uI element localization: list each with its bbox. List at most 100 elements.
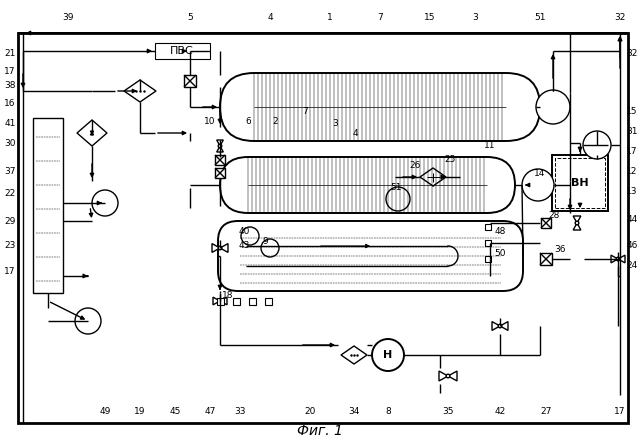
Circle shape <box>92 190 118 216</box>
Circle shape <box>218 144 222 148</box>
Text: 42: 42 <box>494 407 506 415</box>
Bar <box>215 168 225 178</box>
Text: 3: 3 <box>332 119 338 127</box>
Text: 21: 21 <box>4 49 16 57</box>
Bar <box>540 253 552 265</box>
Polygon shape <box>618 255 625 263</box>
FancyBboxPatch shape <box>218 221 523 291</box>
Text: 49: 49 <box>99 407 111 415</box>
Circle shape <box>218 299 222 303</box>
Text: 17: 17 <box>614 407 626 415</box>
Text: ВН: ВН <box>571 178 589 188</box>
Text: 22: 22 <box>4 188 15 198</box>
Polygon shape <box>420 168 446 186</box>
Text: 26: 26 <box>410 161 420 169</box>
Circle shape <box>261 239 279 257</box>
Polygon shape <box>124 80 156 102</box>
Text: Н: Н <box>383 350 392 360</box>
Circle shape <box>446 374 450 378</box>
Bar <box>215 155 225 165</box>
Text: 47: 47 <box>204 407 216 415</box>
Text: 33: 33 <box>234 407 246 415</box>
Text: 44: 44 <box>627 214 637 224</box>
Bar <box>485 224 491 230</box>
Text: 31: 31 <box>627 127 637 135</box>
Text: 25: 25 <box>444 154 456 164</box>
Text: 7: 7 <box>302 106 308 116</box>
Polygon shape <box>492 321 500 330</box>
Text: Фиг. 1: Фиг. 1 <box>297 424 343 438</box>
Text: 11: 11 <box>484 142 496 150</box>
Circle shape <box>616 257 620 261</box>
FancyBboxPatch shape <box>220 73 540 141</box>
FancyBboxPatch shape <box>220 157 515 213</box>
Text: 51: 51 <box>534 14 546 22</box>
Polygon shape <box>500 321 508 330</box>
Bar <box>232 298 239 304</box>
Circle shape <box>536 90 570 124</box>
Bar <box>155 43 210 59</box>
Polygon shape <box>77 120 107 146</box>
Text: 10: 10 <box>204 116 216 126</box>
Text: 50: 50 <box>494 248 506 258</box>
Text: 4: 4 <box>352 128 358 138</box>
Text: 41: 41 <box>4 119 16 127</box>
Text: 3: 3 <box>472 14 478 22</box>
Text: 20: 20 <box>304 407 316 415</box>
Polygon shape <box>213 297 220 305</box>
Circle shape <box>522 169 554 201</box>
Text: 35: 35 <box>442 407 454 415</box>
Polygon shape <box>341 346 367 364</box>
Polygon shape <box>217 146 223 152</box>
Text: 36: 36 <box>554 244 566 254</box>
Text: 37: 37 <box>4 167 16 176</box>
Bar <box>555 158 605 208</box>
Text: 40: 40 <box>238 227 250 235</box>
Text: 7: 7 <box>377 14 383 22</box>
Text: 14: 14 <box>534 168 546 177</box>
Text: 17: 17 <box>627 146 637 156</box>
Text: 12: 12 <box>627 167 637 176</box>
Text: 46: 46 <box>627 242 637 250</box>
Text: 34: 34 <box>348 407 360 415</box>
Text: 27: 27 <box>540 407 552 415</box>
Text: 45: 45 <box>170 407 180 415</box>
Text: 9: 9 <box>262 236 268 246</box>
Text: 6: 6 <box>245 116 251 126</box>
Polygon shape <box>220 243 228 252</box>
Circle shape <box>386 187 410 211</box>
Circle shape <box>372 339 404 371</box>
Text: 4: 4 <box>267 14 273 22</box>
Text: 15: 15 <box>424 14 436 22</box>
Bar <box>33 118 63 293</box>
Circle shape <box>241 227 259 245</box>
Bar <box>18 33 628 423</box>
Circle shape <box>498 324 502 328</box>
Bar <box>216 298 223 304</box>
Text: 15: 15 <box>627 106 637 116</box>
Polygon shape <box>439 371 448 381</box>
Text: 51: 51 <box>390 183 402 193</box>
Text: 29: 29 <box>4 217 16 225</box>
Polygon shape <box>573 216 581 223</box>
Text: 2: 2 <box>272 116 278 126</box>
Bar <box>248 298 255 304</box>
Text: 1: 1 <box>327 14 333 22</box>
Text: 8: 8 <box>385 407 391 415</box>
Polygon shape <box>212 243 220 252</box>
Polygon shape <box>448 371 457 381</box>
Text: 23: 23 <box>4 242 16 250</box>
Polygon shape <box>611 255 618 263</box>
Text: ПВС: ПВС <box>170 46 194 56</box>
Text: 19: 19 <box>134 407 146 415</box>
Bar <box>264 298 271 304</box>
Bar <box>541 218 551 228</box>
Text: 24: 24 <box>627 262 637 270</box>
Text: 38: 38 <box>4 82 16 90</box>
Circle shape <box>75 308 101 334</box>
Text: 13: 13 <box>627 187 637 195</box>
Circle shape <box>583 131 611 159</box>
Text: 17: 17 <box>4 67 16 75</box>
Text: 18: 18 <box>222 292 234 300</box>
Text: 39: 39 <box>62 14 74 22</box>
